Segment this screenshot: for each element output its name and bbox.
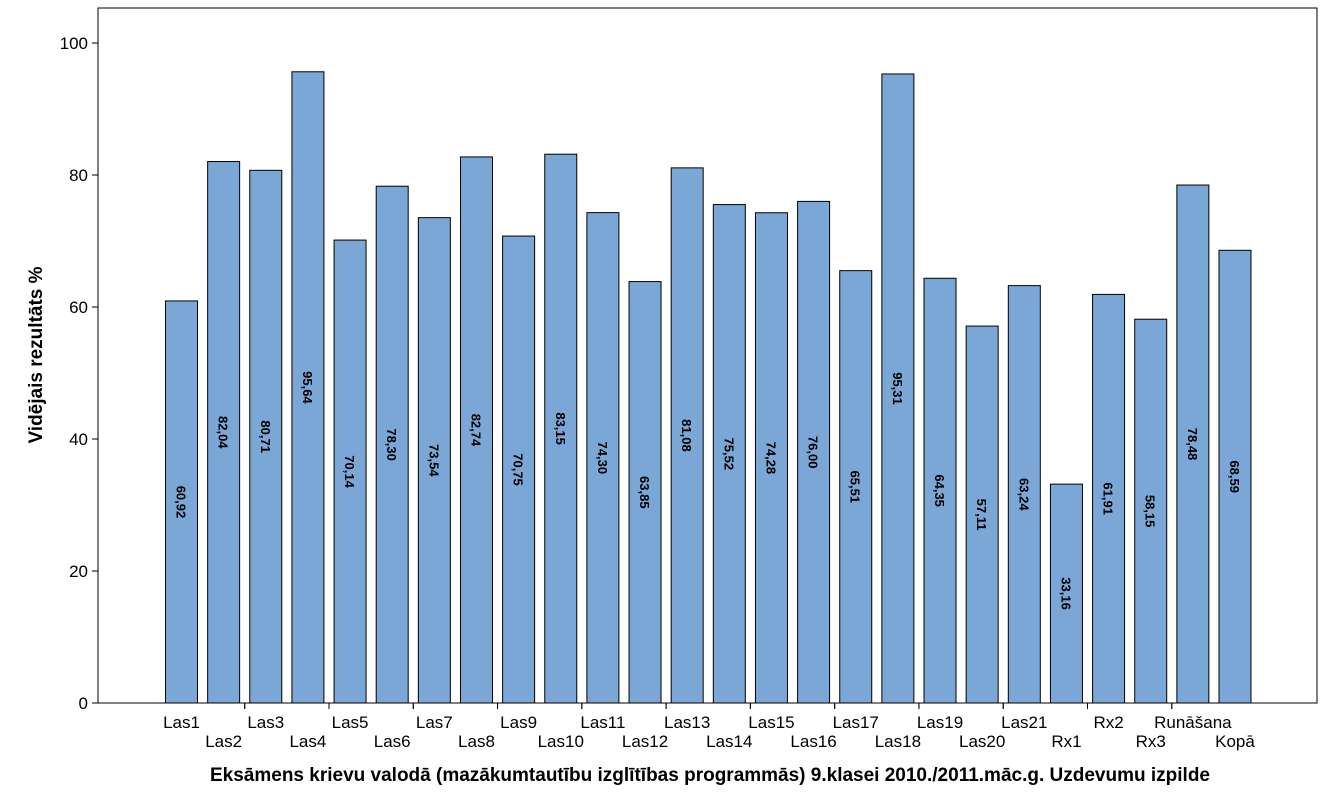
x-category-label: Las13: [664, 713, 710, 732]
bar-value-label: 76,00: [806, 436, 821, 469]
bar-value-label: 70,75: [511, 453, 526, 486]
bar-value-label: 60,92: [174, 486, 189, 519]
bar-value-label: 58,15: [1143, 495, 1158, 528]
bar-value-label: 95,31: [890, 372, 905, 405]
y-tick-label: 60: [69, 298, 88, 317]
bar: [333, 239, 367, 704]
y-tick-label: 20: [69, 562, 88, 581]
bar: [502, 235, 536, 704]
bar: [249, 169, 283, 704]
x-category-label: Las9: [500, 713, 537, 732]
x-axis-title: Eksāmens krievu valodā (mazākumtautību i…: [210, 765, 1210, 786]
bar-value-label: 65,51: [848, 471, 863, 504]
x-category-label: Las6: [374, 732, 411, 751]
bar: [965, 325, 999, 704]
bar: [586, 212, 620, 704]
x-category-label: Las5: [332, 713, 369, 732]
y-tick-label: 100: [60, 34, 88, 53]
bar-value-label: 74,30: [595, 442, 610, 475]
bar: [1007, 285, 1041, 704]
x-category-label: Las18: [875, 732, 921, 751]
bar: [628, 281, 662, 704]
bar: [881, 73, 915, 704]
bar-value-label: 82,74: [468, 414, 483, 447]
x-category-label: Las17: [833, 713, 879, 732]
bar: [1049, 483, 1083, 704]
bar: [207, 161, 241, 704]
bar-value-label: 81,08: [679, 419, 694, 452]
bar: [670, 167, 704, 704]
bar-value-label: 61,91: [1101, 482, 1116, 515]
x-category-label: Las20: [959, 732, 1005, 751]
x-category-label: Las19: [917, 713, 963, 732]
x-category-label: Las10: [538, 732, 584, 751]
y-tick-label: 80: [69, 166, 88, 185]
x-category-label: Las11: [580, 713, 625, 732]
bar: [712, 204, 746, 704]
bar-value-label: 68,59: [1227, 460, 1242, 493]
x-category-label: Las15: [748, 713, 794, 732]
x-axis: Las1Las2Las3Las4Las5Las6Las7Las8Las9Las1…: [163, 703, 1255, 751]
y-tick-label: 40: [69, 430, 88, 449]
bar: [923, 277, 957, 704]
bar-value-label: 78,30: [384, 428, 399, 461]
bar: [417, 217, 451, 704]
bar: [1134, 318, 1168, 704]
bar-value-label: 33,16: [1058, 577, 1073, 610]
bar-value-label: 73,54: [426, 444, 441, 477]
x-category-label: Las12: [622, 732, 668, 751]
x-category-label: Las8: [458, 732, 495, 751]
x-category-label: Runāšana: [1154, 713, 1232, 732]
bar: [1092, 293, 1126, 704]
x-category-label: Las1: [163, 713, 200, 732]
bar: [1218, 249, 1252, 704]
x-category-label: Rx1: [1051, 732, 1081, 751]
x-category-label: Kopā: [1215, 732, 1255, 751]
bar-value-label: 82,04: [216, 416, 231, 449]
bar-value-label: 63,85: [637, 476, 652, 509]
x-category-label: Las14: [706, 732, 752, 751]
bar: [291, 71, 325, 704]
x-category-label: Las4: [289, 732, 326, 751]
bar: [375, 185, 409, 704]
x-category-label: Las2: [205, 732, 242, 751]
x-category-label: Las21: [1001, 713, 1047, 732]
y-tick-label: 0: [79, 694, 88, 713]
x-category-label: Las16: [790, 732, 836, 751]
y-axis-title: Vidējais rezultāts %: [26, 266, 47, 443]
x-category-label: Rx2: [1093, 713, 1123, 732]
bar-value-label: 78,48: [1185, 428, 1200, 461]
bar: [165, 300, 198, 704]
bar: [1176, 184, 1210, 704]
bar-value-label: 95,64: [300, 371, 315, 404]
bar: [754, 212, 788, 704]
bar-value-label: 70,14: [342, 455, 357, 488]
bar-value-label: 57,11: [974, 499, 989, 531]
x-category-label: Las3: [247, 713, 284, 732]
bar: [797, 200, 831, 704]
bar-value-label: 80,71: [258, 420, 273, 453]
bar-value-label: 83,15: [553, 412, 568, 445]
bar: [459, 156, 493, 704]
bar-value-label: 74,28: [763, 442, 778, 475]
x-category-label: Las7: [416, 713, 453, 732]
bars-group: 60,92 82,04 80,71 95,64 70,14 78,30 73,54 82,74…: [165, 71, 1252, 704]
bar-value-label: 75,52: [721, 438, 736, 471]
x-category-label: Rx3: [1136, 732, 1166, 751]
y-axis: 0 20 40 60 80 100: [60, 34, 98, 713]
bar: [544, 153, 578, 704]
bar-value-label: 64,35: [932, 474, 947, 507]
bar: [839, 270, 873, 704]
bar-value-label: 63,24: [1016, 478, 1031, 511]
